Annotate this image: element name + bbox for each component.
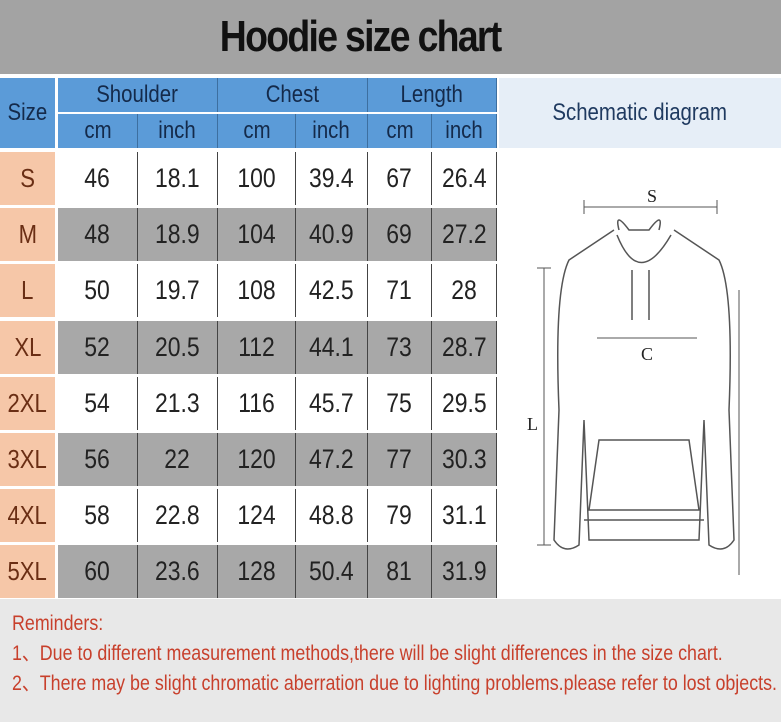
value-cell: 45.7 — [296, 376, 368, 430]
size-cell: 4XL — [0, 489, 55, 543]
value-cell: 81 — [368, 545, 432, 599]
value-cell: 31.1 — [432, 489, 497, 543]
value-cell: 120 — [218, 433, 296, 486]
unit-header: inch — [296, 114, 368, 148]
value-cell: 29.5 — [432, 376, 497, 430]
value-cell: 23.6 — [138, 545, 218, 599]
value-cell: 67 — [368, 152, 432, 205]
value-cell: 30.3 — [432, 433, 497, 486]
hoodie-diagram: S C L — [527, 186, 740, 575]
reminder-item: 1、Due to different measurement methods,t… — [12, 642, 723, 665]
value-cell: 26.4 — [432, 152, 497, 205]
value-cell: 56 — [58, 433, 138, 486]
value-cell: 48 — [58, 208, 138, 262]
value-cell: 40.9 — [296, 208, 368, 262]
shoulder-label: S — [647, 186, 657, 206]
value-cell: 47.2 — [296, 433, 368, 486]
page-title: Hoodie size chart — [0, 0, 781, 74]
size-header: Size — [0, 78, 55, 148]
value-cell: 48.8 — [296, 489, 368, 543]
value-cell: 42.5 — [296, 264, 368, 318]
value-cell: 104 — [218, 208, 296, 262]
size-cell: S — [0, 152, 55, 205]
size-cell: 2XL — [0, 376, 55, 430]
value-cell: 50.4 — [296, 545, 368, 599]
value-cell: 18.1 — [138, 152, 218, 205]
value-cell: 128 — [218, 545, 296, 599]
value-cell: 28 — [432, 264, 497, 318]
value-cell: 54 — [58, 376, 138, 430]
value-cell: 71 — [368, 264, 432, 318]
unit-header: cm — [58, 114, 138, 148]
value-cell: 77 — [368, 433, 432, 486]
value-cell: 73 — [368, 320, 432, 374]
schematic-header: Schematic diagram — [499, 78, 781, 148]
value-cell: 69 — [368, 208, 432, 262]
value-cell: 44.1 — [296, 320, 368, 374]
size-cell: M — [0, 208, 55, 262]
unit-header: inch — [432, 114, 497, 148]
value-cell: 58 — [58, 489, 138, 543]
value-cell: 124 — [218, 489, 296, 543]
value-cell: 46 — [58, 152, 138, 205]
size-cell: 5XL — [0, 545, 55, 599]
length-label: L — [527, 414, 538, 434]
value-cell: 79 — [368, 489, 432, 543]
group-header: Length — [368, 78, 497, 112]
unit-header: inch — [138, 114, 218, 148]
reminder-item: 2、There may be slight chromatic aberrati… — [12, 672, 777, 695]
size-cell: 3XL — [0, 433, 55, 486]
chest-label: C — [641, 344, 653, 364]
value-cell: 60 — [58, 545, 138, 599]
title-text: Hoodie size chart — [220, 12, 502, 61]
size-cell: XL — [0, 320, 55, 374]
unit-header: cm — [368, 114, 432, 148]
value-cell: 100 — [218, 152, 296, 205]
value-cell: 20.5 — [138, 320, 218, 374]
reminders-heading: Reminders: — [12, 612, 104, 635]
size-cell: L — [0, 264, 55, 318]
value-cell: 21.3 — [138, 376, 218, 430]
value-cell: 116 — [218, 376, 296, 430]
value-cell: 27.2 — [432, 208, 497, 262]
value-cell: 31.9 — [432, 545, 497, 599]
reminders: Reminders: 1、Due to different measuremen… — [0, 599, 781, 722]
value-cell: 39.4 — [296, 152, 368, 205]
value-cell: 18.9 — [138, 208, 218, 262]
group-header: Chest — [218, 78, 368, 112]
unit-header: cm — [218, 114, 296, 148]
value-cell: 19.7 — [138, 264, 218, 318]
value-cell: 28.7 — [432, 320, 497, 374]
value-cell: 108 — [218, 264, 296, 318]
value-cell: 50 — [58, 264, 138, 318]
value-cell: 22.8 — [138, 489, 218, 543]
value-cell: 52 — [58, 320, 138, 374]
value-cell: 112 — [218, 320, 296, 374]
value-cell: 22 — [138, 433, 218, 486]
value-cell: 75 — [368, 376, 432, 430]
group-header: Shoulder — [58, 78, 218, 112]
